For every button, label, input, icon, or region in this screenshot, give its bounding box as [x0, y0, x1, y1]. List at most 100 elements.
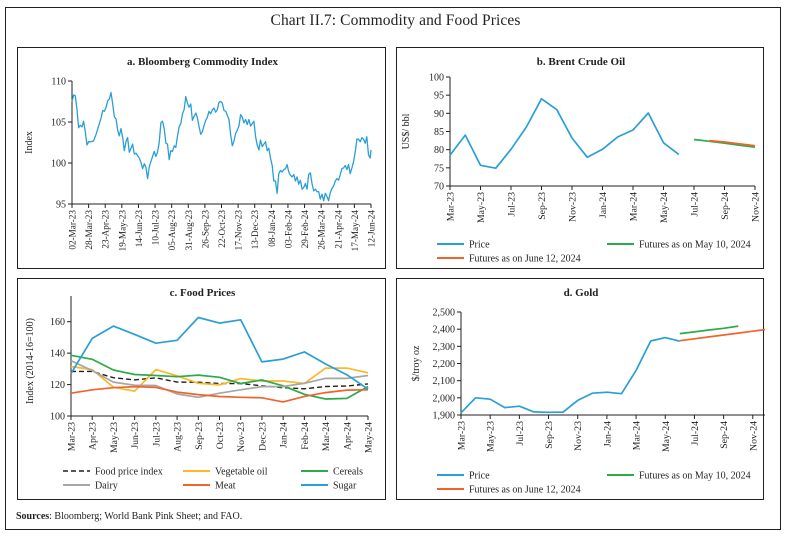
x-tick-label: Sep-23 — [544, 421, 555, 449]
legend-label-meat: Meat — [215, 481, 236, 492]
x-tick-label: Sep-23 — [194, 422, 205, 450]
x-tick-label: Jul-24 — [690, 421, 701, 446]
chart-frame — [5, 7, 781, 530]
sources-label: Sources — [16, 511, 50, 522]
chart-bloomberg: a. Bloomberg Commodity Index Index 95 100 10… — [24, 56, 377, 252]
x-tick-label: Sep-23 — [537, 192, 548, 220]
panel-gold: d. Gold $/troy oz 1,900 2,000 2,100 2,200 2,30… — [396, 278, 765, 500]
x-tick-label: Jan-24 — [602, 421, 613, 447]
y-axis-label: Index — [24, 131, 35, 154]
x-tick-label: Oct-23 — [215, 422, 226, 449]
y-tick-label: 80 — [434, 145, 444, 156]
series-line-futures-as-on-june-12-2024 — [709, 139, 756, 147]
y-tick-label: 2,400 — [433, 325, 456, 336]
legend-label-price: Price — [469, 471, 490, 482]
y-tick-label: 1,900 — [433, 411, 456, 422]
y-tick-label: 100 — [51, 159, 66, 170]
chart-title: d. Gold — [564, 287, 599, 299]
x-tick-label: 12-Jun-24 — [367, 210, 377, 248]
x-tick-label: 05-Aug-23 — [167, 210, 177, 251]
sources-text: : Bloomberg; World Bank Pink Sheet; and … — [49, 511, 243, 522]
legend-label-futures-as-on-june-12-2024: Futures as on June 12, 2024 — [469, 485, 581, 496]
y-tick-label: 2,100 — [433, 376, 456, 387]
y-tick-label: 70 — [434, 182, 444, 193]
x-tick-label: 17-May-24 — [350, 210, 360, 252]
chart-food-prices: c. Food Prices Index (2014-16=100) 100 120 1… — [25, 287, 375, 492]
x-tick-label: Nov-24 — [748, 421, 759, 451]
chart-title: b. Brent Crude Oil — [537, 56, 625, 68]
x-tick-label: Nov-24 — [751, 192, 762, 222]
x-tick-label: May-24 — [659, 192, 670, 223]
x-tick-label: May-23 — [486, 421, 497, 452]
panel-bloomberg-commodity-index: a. Bloomberg Commodity Index Index 95 100 10… — [17, 47, 386, 269]
x-tick-label: 13-Dec-23 — [250, 210, 260, 250]
x-tick-label: Sep-24 — [720, 192, 731, 220]
series-line-price — [460, 336, 681, 414]
x-tick-label: Mar-24 — [321, 422, 332, 451]
series-line-dairy — [70, 359, 369, 399]
x-tick-label: 26-Mar-24 — [317, 210, 327, 250]
legend-label-sugar: Sugar — [333, 481, 357, 492]
series-line-meat — [70, 385, 369, 403]
x-tick-label: 17-Nov-23 — [234, 210, 244, 251]
x-tick-label: 23-Apr-23 — [101, 210, 111, 249]
x-tick-label: 28-Mar-23 — [84, 210, 94, 250]
x-tick-label: 03-Feb-24 — [283, 210, 293, 249]
series-line-futures-as-on-may-10-2024 — [679, 325, 739, 335]
y-tick-label: 160 — [50, 317, 65, 328]
panel-brent-crude-oil: b. Brent Crude Oil US$/ bbl 70 75 80 85 90 95 10… — [396, 47, 764, 269]
y-tick-label: 2,000 — [433, 393, 456, 404]
x-tick-label: Apr-23 — [88, 422, 99, 450]
x-tick-label: May-24 — [364, 422, 375, 453]
x-tick-label: Jul-23 — [507, 192, 518, 217]
x-tick-label: 02-Mar-23 — [68, 210, 78, 250]
x-tick-label: Jul-23 — [515, 421, 526, 446]
chart-gold: d. Gold $/troy oz 1,900 2,000 2,100 2,200 2,30… — [411, 287, 765, 496]
chart-brent: b. Brent Crude Oil US$/ bbl 70 75 80 85 90 95 10… — [401, 56, 762, 265]
series-line-food-price-index — [70, 370, 369, 390]
sources-note: Sources: Bloomberg; World Bank Pink Shee… — [16, 511, 242, 522]
x-tick-label: 08-Jan-24 — [267, 210, 277, 247]
x-tick-label: Mar-24 — [632, 421, 643, 450]
x-tick-label: Aug-23 — [173, 422, 184, 452]
y-tick-label: 120 — [50, 380, 65, 391]
x-tick-label: Feb-24 — [300, 422, 311, 450]
legend-label-price: Price — [469, 240, 490, 251]
x-tick-label: Mar-23 — [446, 192, 457, 221]
x-tick-label: 19-May-23 — [117, 210, 127, 252]
x-tick-label: Jan-24 — [598, 192, 609, 218]
main-title: Chart II.7: Commodity and Food Prices — [270, 12, 521, 29]
chart-title: c. Food Prices — [170, 287, 236, 299]
y-tick-label: 85 — [434, 127, 444, 138]
y-tick-label: 90 — [434, 109, 444, 120]
y-axis-label: US$/ bbl — [401, 113, 412, 149]
series-line-bloomberg-commodity-index — [71, 91, 372, 202]
x-tick-label: Jul-23 — [151, 422, 162, 447]
x-tick-label: Mar-24 — [629, 192, 640, 221]
x-tick-label: Mar-23 — [457, 421, 468, 450]
y-tick-label: 2,300 — [433, 342, 456, 353]
y-tick-label: 2,200 — [433, 359, 456, 370]
x-tick-label: Sep-24 — [719, 421, 730, 449]
x-tick-label: May-23 — [476, 192, 487, 223]
legend-label-food-price-index: Food price index — [95, 467, 163, 478]
y-axis-label: $/troy oz — [411, 345, 422, 381]
x-tick-label: May-24 — [661, 421, 672, 452]
series-line-futures-as-on-may-10-2024 — [693, 138, 756, 148]
x-tick-label: Jan-24 — [279, 422, 290, 448]
x-tick-label: Jul-24 — [690, 192, 701, 217]
x-tick-label: Jun-23 — [130, 422, 141, 449]
x-tick-label: 14-Jun-23 — [134, 210, 144, 248]
panel-food-prices: c. Food Prices Index (2014-16=100) 100 120 1… — [17, 278, 386, 500]
y-tick-label: 2,500 — [433, 308, 456, 319]
x-tick-label: Apr-24 — [342, 422, 353, 450]
y-tick-label: 100 — [429, 73, 444, 84]
x-tick-label: Mar-23 — [67, 422, 78, 451]
y-tick-label: 110 — [51, 77, 66, 88]
x-tick-label: Dec-23 — [257, 422, 268, 451]
x-tick-label: Nov-23 — [236, 422, 247, 452]
legend-label-futures-as-on-may-10-2024: Futures as on May 10, 2024 — [639, 240, 751, 251]
legend-label-futures-as-on-june-12-2024: Futures as on June 12, 2024 — [469, 254, 581, 265]
y-axis-label: Index (2014-16=100) — [25, 318, 36, 404]
legend-label-dairy: Dairy — [95, 481, 118, 492]
